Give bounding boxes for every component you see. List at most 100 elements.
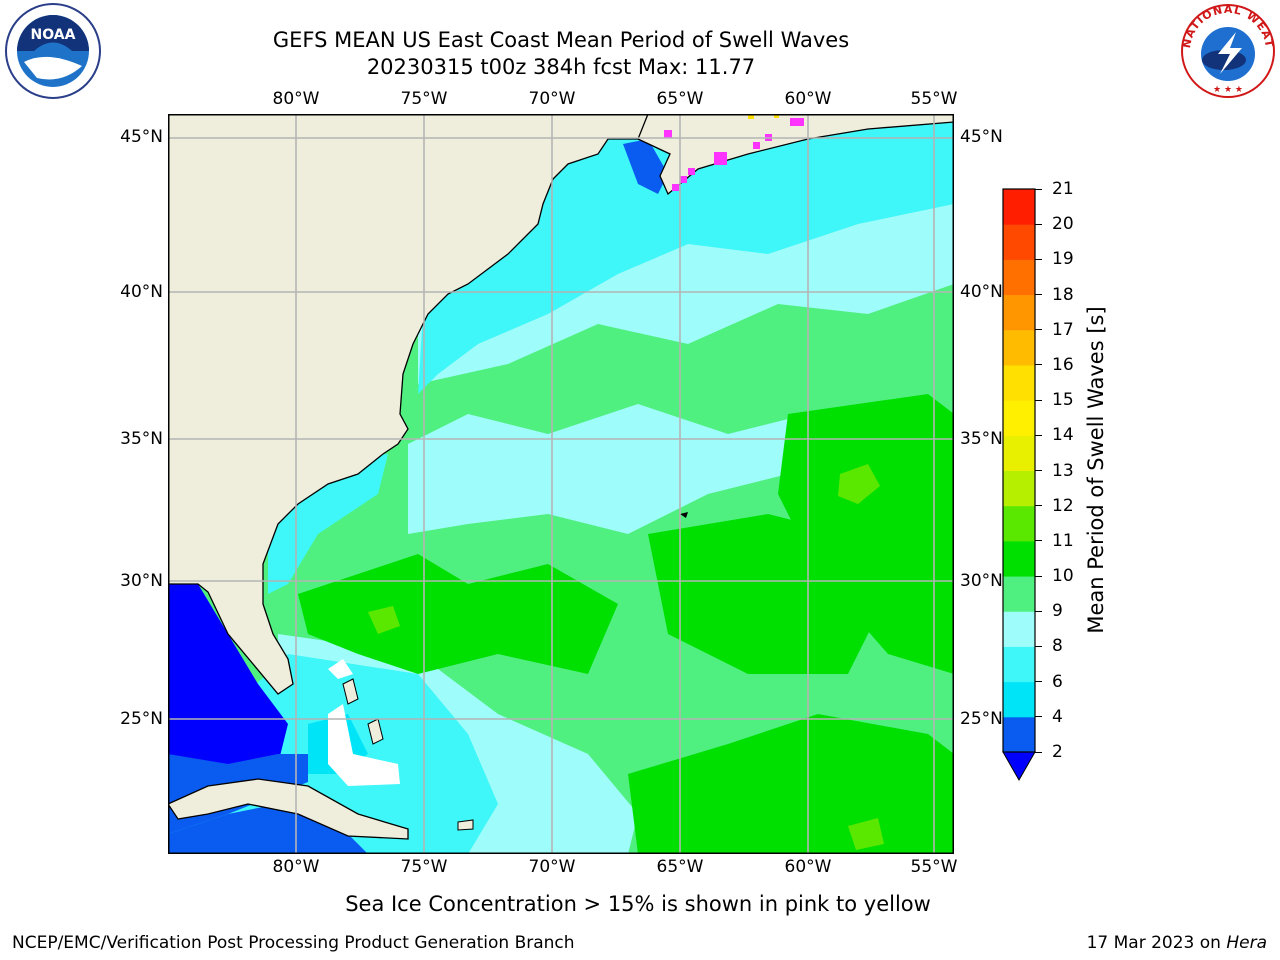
colorbar-tick-label: 13 [1052,460,1074,481]
cuba-land [168,778,409,840]
lat-label-left: 25°N [120,709,163,729]
colorbar-tick-label: 9 [1052,601,1063,622]
colorbar [1002,188,1036,782]
colorbar-tick-label: 11 [1052,530,1074,551]
swell-contour-11-12 [368,606,400,634]
colorbar-tick-mark [1035,188,1042,190]
swell-contour-2-4 [623,139,668,194]
sea-ice-marker [672,184,679,191]
colorbar-tick-label: 6 [1052,671,1063,692]
colorbar-tick-label: 20 [1052,214,1074,235]
puerto-rico-land [457,819,474,831]
sea-ice-marker [748,114,754,119]
sea-ice-marker [753,142,760,149]
bahama-banks [328,659,353,679]
sea-ice-marker [680,176,687,183]
lon-label-top: 65°W [656,89,704,109]
sea-ice-marker [790,118,804,126]
swell-contour-8-9 [408,404,808,534]
sea-ice-marker [664,130,672,138]
colorbar-tick-mark [1035,610,1042,612]
swell-contour-10-11 [778,394,954,674]
colorbar-band [1003,400,1035,436]
colorbar-tick-mark [1035,258,1042,260]
lat-label-left: 45°N [120,127,163,147]
lat-label-right: 30°N [960,571,1003,591]
colorbar-tick-mark [1035,645,1042,647]
colorbar-band [1003,540,1035,577]
colorbar-band [1003,329,1035,366]
lat-label-left: 30°N [120,571,163,591]
colorbar-band [1003,505,1035,542]
colorbar-tick-label: 10 [1052,566,1074,587]
footer-date: 17 Mar 2023 on Hera [1087,933,1267,953]
colorbar-tick-label: 4 [1052,706,1063,727]
lat-label-right: 45°N [960,127,1003,147]
colorbar-tick-mark [1035,329,1042,331]
svg-text:NOAA: NOAA [31,27,76,43]
lon-label-top: 80°W [272,89,320,109]
lon-label-bottom: 80°W [272,857,320,877]
colorbar-band [1003,646,1035,683]
colorbar-tick-mark [1035,505,1042,507]
colorbar-tick-label: 2 [1052,742,1063,762]
lat-label-right: 40°N [960,282,1003,302]
colorbar-band [1003,364,1035,401]
footer-date-text: 17 Mar 2023 on [1086,933,1227,953]
lon-label-bottom: 65°W [656,857,704,877]
swell-contour-below-2 [168,584,288,774]
colorbar-tick-label: 16 [1052,354,1074,375]
colorbar-tick-label: 17 [1052,319,1074,340]
colorbar-tick-mark [1035,399,1042,401]
swell-contour-10-11 [628,714,954,854]
colorbar-band [1003,224,1035,260]
lat-label-left: 35°N [120,429,163,449]
noaa-logo-icon: NOAA [5,3,101,99]
map-title: GEFS MEAN US East Coast Mean Period of S… [272,28,850,52]
lon-label-bottom: 60°W [784,857,832,877]
colorbar-band [1003,294,1035,331]
colorbar-tick-mark [1035,716,1042,718]
graticule [168,114,954,854]
lon-label-top: 75°W [400,89,448,109]
colorbar-tick-mark [1035,470,1042,471]
bahamas-island [367,718,384,745]
sea-ice-marker [688,168,695,175]
swell-contour-11-12 [838,464,880,504]
bahamas-island [342,678,359,705]
colorbar-under-triangle [1002,751,1036,782]
colorbar-band [1003,189,1035,225]
footer-branch: NCEP/EMC/Verification Post Processing Pr… [12,933,575,953]
sea-ice-note: Sea Ice Concentration > 15% is shown in … [345,892,931,916]
lon-label-bottom: 75°W [400,857,448,877]
colorbar-band [1003,259,1035,296]
colorbar-tick-label: 8 [1052,636,1063,657]
colorbar-band [1003,470,1035,507]
lon-label-top: 60°W [784,89,832,109]
colorbar-band [1003,611,1035,647]
lat-label-left: 40°N [120,282,163,302]
colorbar-tick-mark [1035,364,1042,366]
swell-period-map [168,114,954,854]
footer-machine: Hera [1226,933,1267,953]
lat-label-right: 25°N [960,709,1003,729]
colorbar-band [1003,681,1035,718]
colorbar-tick-label: 19 [1052,249,1074,270]
bermuda-island [680,512,688,518]
colorbar-tick-mark [1035,681,1042,683]
bahama-banks [328,704,400,786]
sea-ice-marker [774,114,779,118]
colorbar-tick-mark [1035,751,1042,753]
colorbar-tick-label: 14 [1052,425,1074,446]
colorbar-band [1003,435,1035,471]
svg-text:★ ★ ★: ★ ★ ★ [1213,85,1243,95]
lon-label-top: 55°W [910,89,958,109]
map-subtitle: 20230315 t00z 384h fcst Max: 11.77 [366,55,756,79]
colorbar-tick-mark [1035,294,1042,296]
colorbar-label: Mean Period of Swell Waves [s] [1084,306,1108,634]
lon-label-bottom: 70°W [528,857,576,877]
colorbar-tick-mark [1035,434,1042,436]
swell-contour-10-11 [298,554,618,674]
nws-logo-icon: NATIONAL WEATHER SERVICE ★ ★ ★ [1178,2,1275,98]
lon-label-top: 70°W [528,89,576,109]
